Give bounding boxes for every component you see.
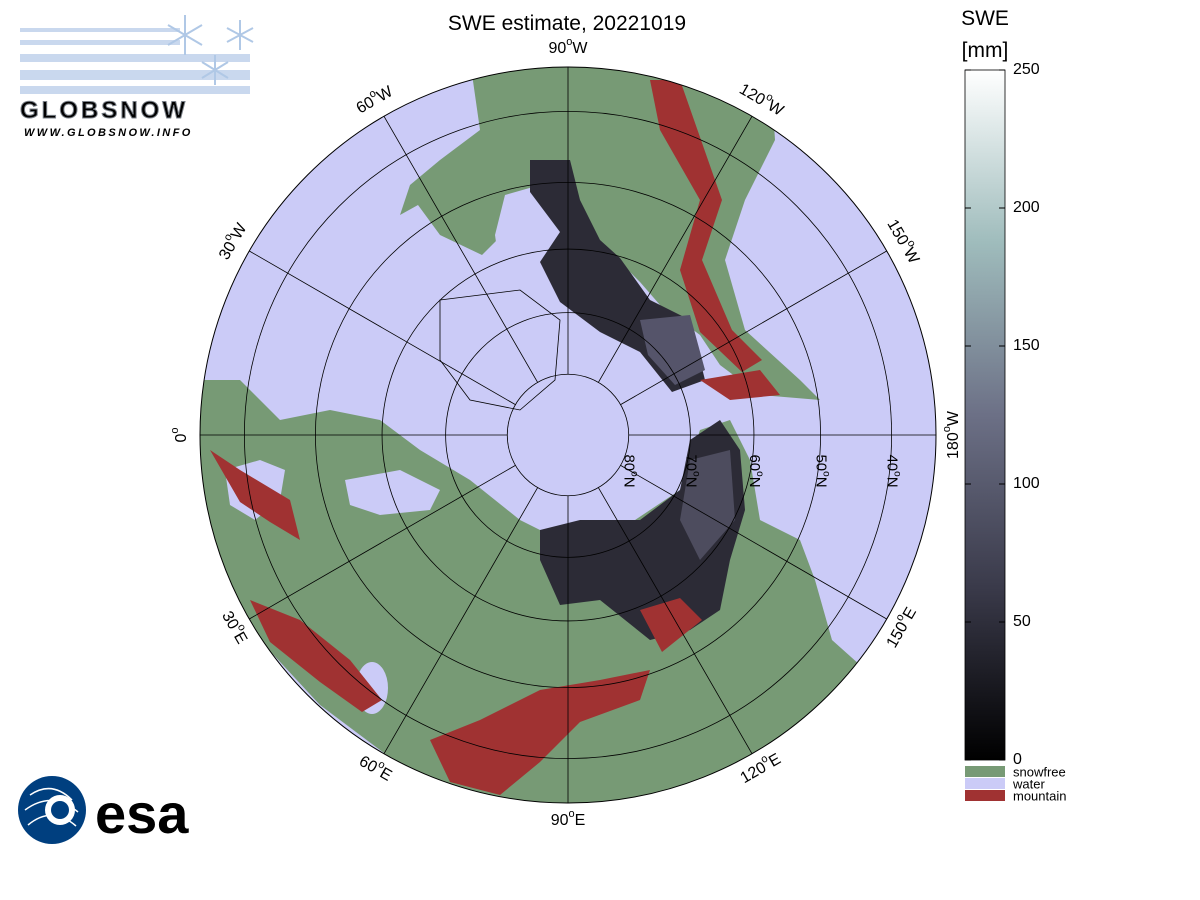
parallel-number: 70 bbox=[682, 454, 699, 471]
meridian-number: 90 bbox=[548, 40, 566, 57]
meridian bbox=[598, 487, 753, 754]
parallel-number: 40 bbox=[884, 454, 901, 471]
degree: o bbox=[892, 471, 903, 477]
meridian-number: 60 bbox=[354, 94, 378, 118]
hemisphere: E bbox=[766, 751, 784, 771]
meridian bbox=[249, 465, 516, 620]
meridian-number: 0 bbox=[173, 434, 190, 443]
colorbar-tick-label: 150 bbox=[1013, 337, 1040, 354]
greenland-outline bbox=[439, 289, 561, 411]
degree: o bbox=[376, 758, 387, 771]
colorbar-ticks: 0 50 100 150 200 250 bbox=[965, 61, 1040, 768]
globsnow-name: GLOBSNOW bbox=[20, 97, 188, 124]
scandinavia bbox=[210, 450, 300, 540]
degree: o bbox=[941, 426, 953, 432]
colorbar-tick-label: 50 bbox=[1013, 613, 1031, 630]
meridian-number: 150 bbox=[884, 619, 912, 651]
meridian bbox=[620, 465, 887, 620]
colorbar-tick-label: 100 bbox=[1013, 475, 1040, 492]
degree: o bbox=[569, 808, 575, 820]
east-siberia bbox=[640, 598, 702, 652]
colorbar-title: SWE bbox=[961, 7, 1009, 30]
hemisphere: N bbox=[813, 477, 830, 488]
degree: o bbox=[367, 87, 378, 100]
snow-siberia-deep bbox=[680, 450, 735, 560]
parallel-label: 40oN bbox=[884, 454, 903, 487]
hemisphere: E bbox=[230, 629, 250, 647]
meridian bbox=[383, 487, 538, 754]
title: SWE estimate, 20221019 bbox=[448, 12, 686, 35]
parallel-label: 70oN bbox=[682, 454, 701, 487]
degree: o bbox=[222, 232, 235, 243]
globsnow-logo: GLOBSNOW WWW.GLOBSNOW.INFO bbox=[20, 15, 254, 139]
degree: o bbox=[629, 471, 640, 477]
globsnow-url: WWW.GLOBSNOW.INFO bbox=[24, 127, 193, 139]
hemisphere: N bbox=[884, 477, 901, 488]
meridian-number: 180 bbox=[945, 432, 962, 459]
hemisphere: W bbox=[900, 245, 923, 267]
degree: o bbox=[759, 752, 770, 765]
degree: o bbox=[691, 471, 702, 477]
meridian-number: 120 bbox=[736, 81, 768, 109]
meridian-label: 180oW bbox=[941, 410, 962, 459]
colorbar-tick-label: 0 bbox=[1013, 751, 1022, 768]
hemisphere: W bbox=[374, 83, 396, 106]
parallel-number: 50 bbox=[813, 454, 830, 471]
degree: o bbox=[905, 238, 918, 249]
meridian bbox=[620, 250, 887, 405]
legend-swatch bbox=[965, 766, 1005, 777]
meridian-label: 90oE bbox=[551, 808, 586, 829]
legend-label: mountain bbox=[1013, 788, 1066, 803]
parallel-label: 50oN bbox=[813, 454, 832, 487]
parallel-label: 60oN bbox=[746, 454, 765, 487]
meridian bbox=[598, 116, 753, 383]
meridian-number: 30 bbox=[218, 609, 242, 633]
meridian-number: 30 bbox=[216, 239, 240, 263]
hemisphere: N bbox=[621, 477, 638, 488]
degree: o bbox=[566, 36, 572, 48]
hemisphere: N bbox=[746, 477, 763, 488]
colorbar-unit: [mm] bbox=[962, 39, 1009, 62]
meridian-label: 0o bbox=[169, 427, 190, 442]
meridian-label: 60oW bbox=[352, 79, 397, 117]
degree: o bbox=[821, 471, 832, 477]
alaska-range bbox=[700, 370, 780, 400]
meridian-label: 90oW bbox=[548, 36, 588, 57]
legend-swatch bbox=[965, 778, 1005, 789]
kara-sea bbox=[345, 470, 440, 515]
esa-logo: esa bbox=[18, 776, 189, 845]
meridian-number: 90 bbox=[551, 812, 569, 829]
map-border bbox=[199, 66, 937, 804]
himalaya bbox=[430, 670, 650, 795]
caucasus bbox=[250, 600, 382, 712]
meridian-number: 60 bbox=[356, 753, 380, 777]
degree: o bbox=[893, 612, 906, 623]
degree: o bbox=[754, 471, 765, 477]
hemisphere: W bbox=[945, 410, 962, 426]
parallel-number: 60 bbox=[746, 454, 763, 471]
meridian bbox=[383, 116, 538, 383]
colorbar bbox=[964, 69, 1006, 761]
degree: o bbox=[235, 622, 248, 633]
hemisphere: E bbox=[575, 812, 586, 829]
legend-label: water bbox=[1012, 776, 1045, 791]
parallel-label: 80oN bbox=[621, 454, 640, 487]
degree: o bbox=[764, 91, 775, 104]
meridian-label: 30oW bbox=[213, 218, 251, 263]
rockies bbox=[650, 80, 762, 372]
colorbar-tick-label: 200 bbox=[1013, 199, 1040, 216]
hemisphere: N bbox=[682, 477, 699, 488]
hemisphere: W bbox=[572, 40, 588, 57]
snow-canada-deep bbox=[640, 315, 705, 385]
degree: o bbox=[169, 427, 181, 433]
legend-label: snowfree bbox=[1013, 764, 1066, 779]
legend-swatch bbox=[965, 790, 1005, 801]
map: 80oN70oN60oN50oN40oN90oW120oW150oW180oW1… bbox=[169, 36, 962, 829]
esa-name: esa bbox=[95, 782, 189, 845]
meridian bbox=[249, 250, 516, 405]
colorbar-tick-label: 250 bbox=[1013, 61, 1040, 78]
parallel-number: 80 bbox=[621, 454, 638, 471]
